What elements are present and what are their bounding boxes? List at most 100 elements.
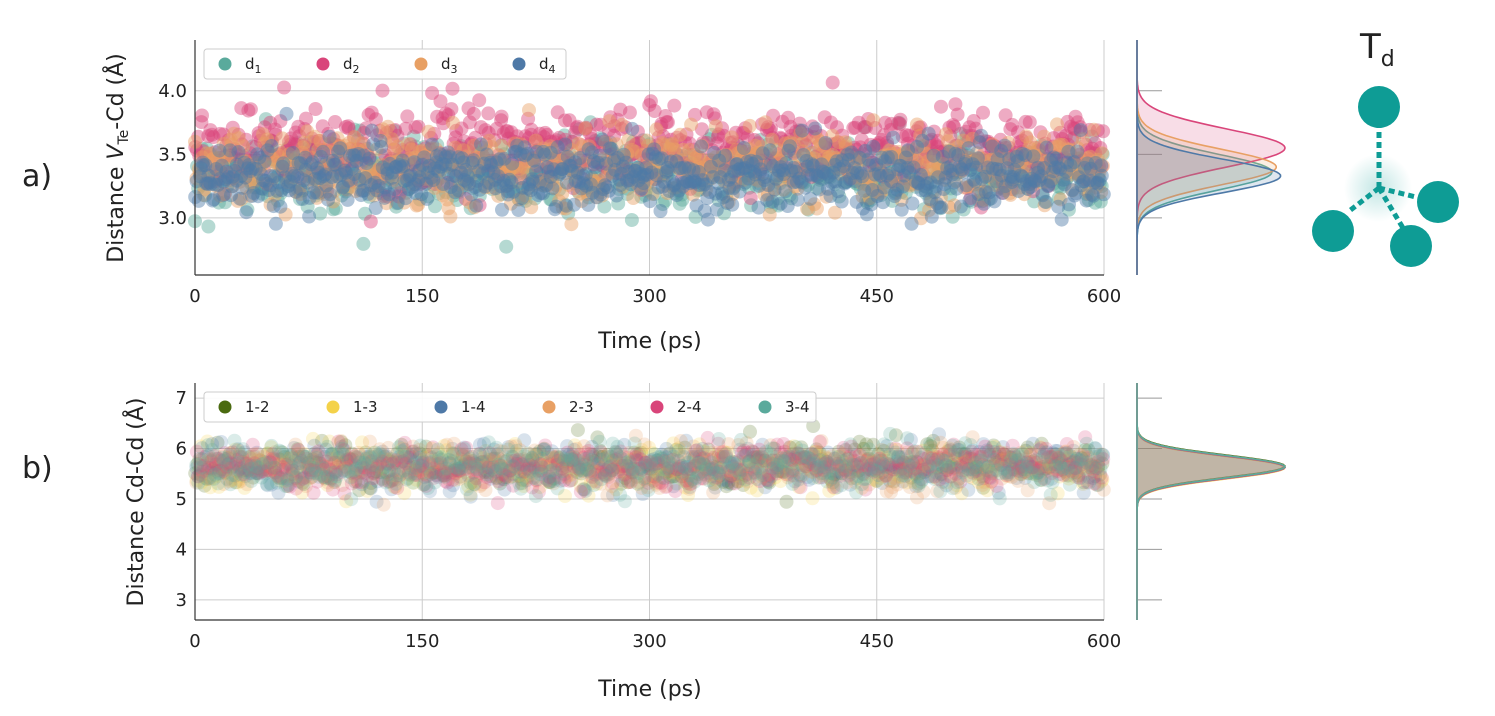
data-point: [719, 189, 734, 204]
data-point: [675, 192, 690, 207]
data-point: [758, 159, 773, 174]
data-point: [607, 119, 622, 134]
data-point: [475, 140, 489, 155]
data-point: [302, 209, 317, 224]
data-point: [966, 114, 981, 128]
data-point: [587, 167, 602, 182]
data-point: [591, 180, 606, 195]
data-point: [573, 158, 588, 173]
data-point: [763, 143, 778, 158]
data-point: [595, 158, 610, 173]
data-point: [1045, 139, 1060, 154]
data-point: [876, 176, 891, 191]
data-point: [954, 145, 969, 159]
data-point: [565, 163, 580, 178]
data-point: [871, 136, 886, 151]
data-point: [622, 161, 637, 176]
data-point: [997, 138, 1012, 153]
data-point: [1081, 193, 1096, 208]
data-point: [580, 153, 595, 168]
data-point: [1012, 135, 1027, 150]
data-point: [452, 184, 467, 199]
data-point: [535, 172, 550, 187]
x-tick-label: 300: [632, 286, 666, 307]
data-point: [537, 176, 551, 191]
data-point: [677, 135, 692, 150]
data-point: [829, 162, 844, 177]
data-point: [659, 168, 674, 183]
data-point: [515, 147, 530, 162]
data-point: [790, 192, 805, 207]
data-point: [1093, 141, 1108, 155]
data-point: [597, 171, 612, 186]
data-point: [877, 141, 892, 156]
data-point: [1028, 140, 1042, 155]
data-point: [604, 147, 619, 162]
data-point: [905, 171, 920, 186]
data-point: [841, 136, 856, 151]
data-point: [933, 201, 948, 216]
data-point: [710, 160, 725, 175]
data-point: [445, 81, 460, 96]
chart-a-ylabel-part-4: -Cd (Å): [102, 53, 129, 129]
data-point: [636, 149, 651, 164]
data-point: [372, 168, 386, 183]
data-point: [539, 172, 554, 187]
data-point: [637, 143, 652, 158]
data-point: [866, 113, 881, 128]
data-point: [266, 148, 281, 163]
data-point: [695, 159, 710, 174]
data-point: [889, 151, 904, 166]
data-point: [326, 202, 341, 217]
data-point: [235, 160, 250, 175]
data-point: [451, 151, 466, 166]
data-point: [566, 158, 581, 173]
data-point: [434, 151, 449, 166]
data-point: [930, 140, 945, 154]
data-point: [405, 157, 420, 172]
data-point: [294, 160, 309, 175]
data-point: [235, 442, 250, 457]
y-tick-label: 3.5: [158, 144, 187, 165]
data-point: [1020, 181, 1035, 196]
data-point: [694, 122, 709, 137]
data-point: [502, 184, 517, 199]
data-point: [472, 188, 487, 203]
data-point: [643, 94, 658, 109]
data-point: [492, 163, 507, 178]
data-point: [934, 200, 949, 215]
data-point: [361, 107, 376, 122]
data-point: [846, 148, 861, 162]
data-point: [374, 171, 389, 186]
data-point: [394, 179, 409, 194]
data-point: [998, 108, 1013, 123]
data-point: [886, 144, 901, 159]
data-point: [915, 140, 930, 155]
data-point: [531, 133, 545, 148]
data-point: [273, 199, 288, 214]
data-point: [764, 151, 779, 166]
chart-a-legend: d1 d2 d3 d4: [203, 48, 567, 80]
data-point: [419, 175, 434, 190]
data-point: [536, 155, 550, 170]
data-point: [984, 143, 999, 158]
data-point: [796, 175, 811, 190]
data-point: [1081, 184, 1096, 199]
data-point: [239, 132, 254, 147]
data-point: [449, 123, 464, 138]
data-point: [650, 143, 665, 157]
data-point: [570, 119, 585, 134]
data-point: [328, 137, 343, 152]
data-point: [1055, 175, 1070, 190]
data-point: [835, 165, 850, 180]
data-point: [397, 144, 412, 159]
data-point: [853, 140, 868, 155]
data-point: [506, 134, 521, 149]
data-point: [283, 177, 298, 192]
data-point: [444, 102, 459, 117]
data-point: [545, 181, 560, 196]
data-point: [674, 187, 689, 202]
data-point: [579, 120, 593, 135]
data-point: [819, 137, 834, 152]
data-point: [1043, 143, 1057, 158]
